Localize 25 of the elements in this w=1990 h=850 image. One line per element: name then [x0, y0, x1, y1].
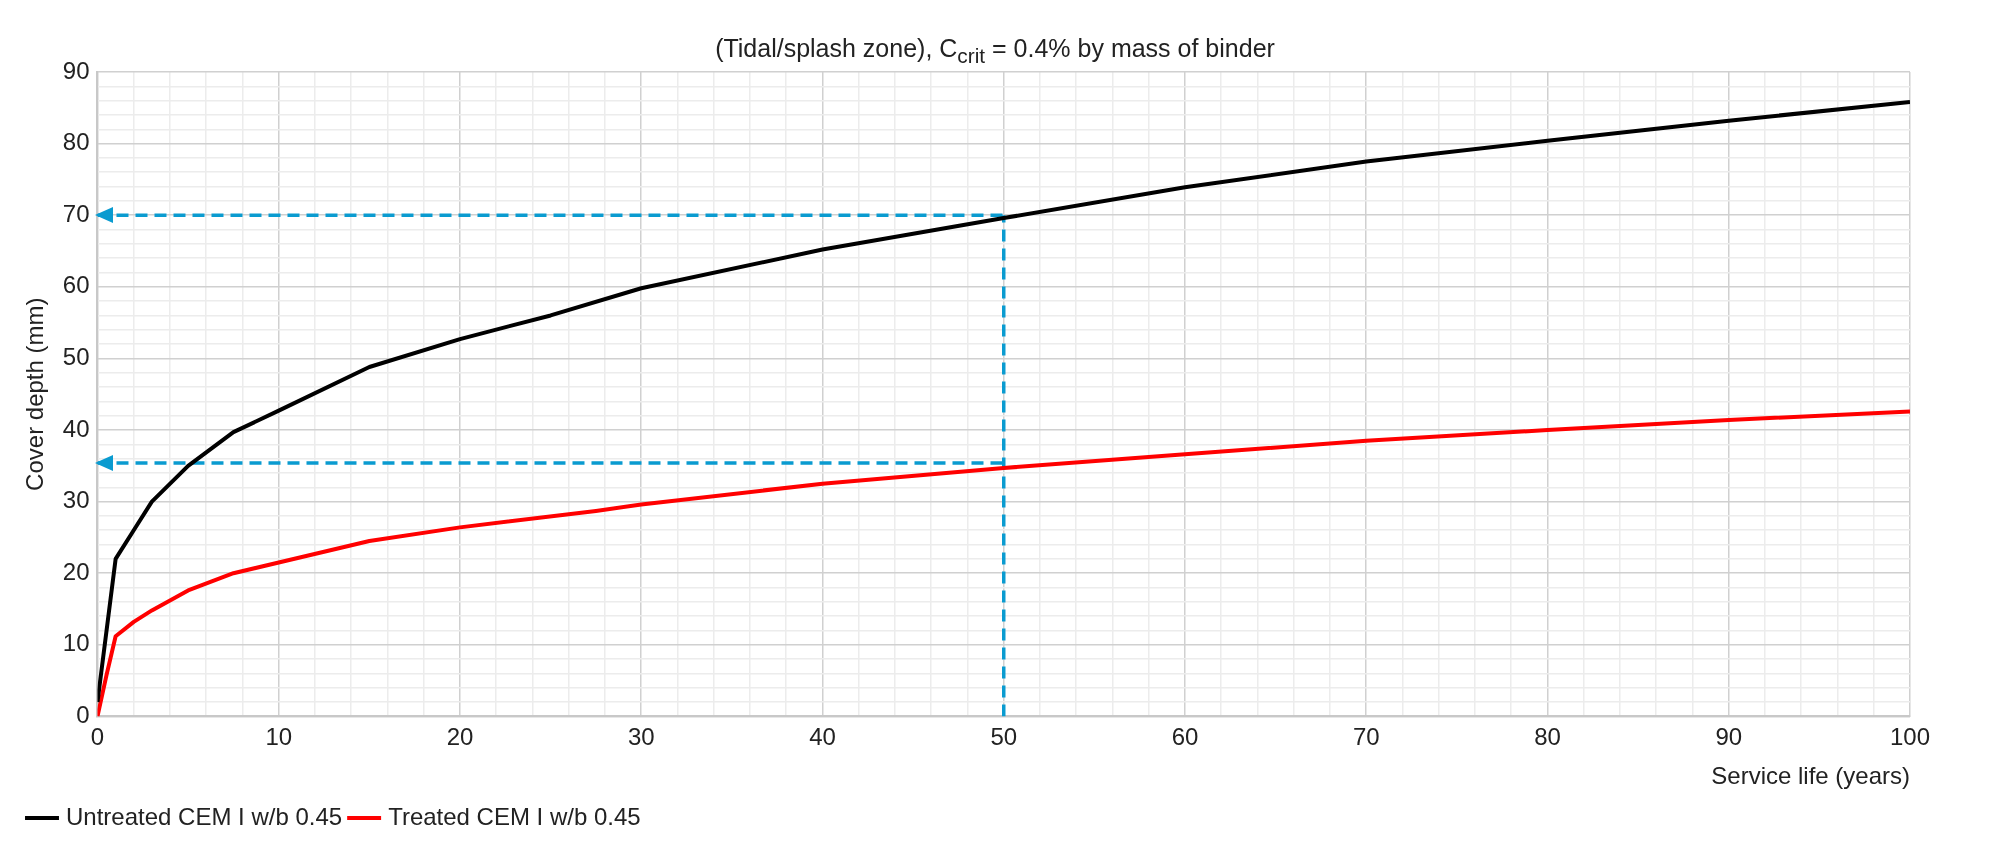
y-axis-title: Cover depth (mm)	[21, 297, 49, 491]
x-tick-label: 20	[446, 723, 474, 751]
chart-title: (Tidal/splash zone), C$_{crit}$ = 0.4% by mass of binder	[715, 34, 1275, 67]
legend-label: Treated CEM I w/b 0.45	[388, 802, 641, 830]
y-tick-label: 0	[76, 701, 90, 729]
y-tick-label: 40	[62, 414, 90, 442]
y-tick-label: 20	[62, 557, 90, 585]
y-tick-label: 30	[62, 486, 90, 514]
x-tick-label: 40	[809, 723, 836, 751]
y-tick-label: 10	[62, 629, 90, 657]
y-tick-label: 80	[62, 128, 90, 156]
x-tick-label: 100	[1889, 723, 1931, 751]
x-tick-label: 30	[627, 723, 655, 751]
x-tick-label: 10	[265, 723, 293, 751]
x-tick-label: 80	[1534, 723, 1561, 751]
x-tick-label: 50	[990, 723, 1018, 751]
x-axis-title: Service life (years)	[1711, 762, 1910, 790]
x-tick-label: 90	[1715, 723, 1743, 751]
y-tick-label: 70	[62, 199, 90, 227]
y-tick-label: 60	[62, 271, 90, 299]
y-tick-label: 90	[62, 56, 90, 84]
x-tick-label: 60	[1171, 723, 1199, 751]
y-tick-label: 50	[62, 343, 90, 371]
legend-label: Untreated CEM I w/b 0.45	[66, 802, 343, 830]
x-tick-label: 70	[1352, 723, 1380, 751]
